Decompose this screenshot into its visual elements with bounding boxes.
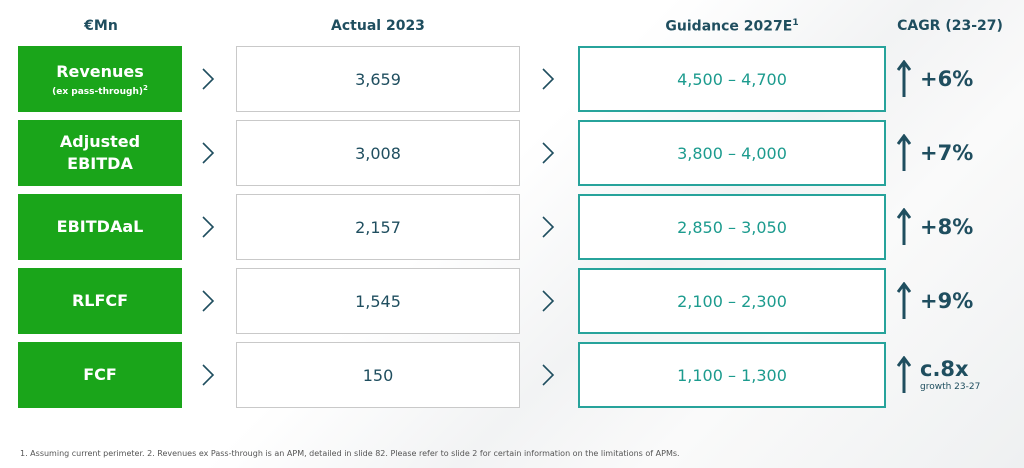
table-row: RLFCF 1,545 2,100 – 2,300 +9% (0, 268, 1024, 334)
chevron-right-icon (202, 142, 215, 164)
guidance-value: 2,100 – 2,300 (578, 268, 886, 334)
header-guidance-2027: Guidance 2027E1 (578, 18, 886, 35)
cagr-cell: +6% (920, 46, 1020, 112)
cagr-cell: +8% (920, 194, 1020, 260)
actual-value: 150 (236, 342, 520, 408)
metric-label-text: RLFCF (71, 291, 129, 310)
chevron-right-icon (202, 290, 215, 312)
table-row: Revenues (ex pass-through)2 3,659 4,500 … (0, 46, 1024, 112)
guidance-value: 4,500 – 4,700 (578, 46, 886, 112)
metric-sublabel-text: (ex pass-through) (52, 86, 143, 97)
guidance-value: 3,800 – 4,000 (578, 120, 886, 186)
arrow-up-icon (897, 356, 911, 393)
actual-value: 3,659 (236, 46, 520, 112)
chevron-right-icon (202, 216, 215, 238)
chevron-right-icon (542, 290, 555, 312)
metric-label: FCF (18, 342, 182, 408)
actual-value: 2,157 (236, 194, 520, 260)
metric-label-text: FCF (83, 365, 117, 384)
footnote: 1. Assuming current perimeter. 2. Revenu… (20, 449, 680, 458)
guidance-value: 1,100 – 1,300 (578, 342, 886, 408)
arrow-up-icon (897, 208, 911, 245)
cagr-note: growth 23-27 (920, 382, 981, 392)
table-row: Adjusted EBITDA 3,008 3,800 – 4,000 +7% (0, 120, 1024, 186)
metric-label-text: Adjusted EBITDA (59, 132, 141, 173)
arrow-up-icon (897, 134, 911, 171)
guidance-value: 2,850 – 3,050 (578, 194, 886, 260)
table-row: FCF 150 1,100 – 1,300 c.8x growth 23-27 (0, 342, 1024, 408)
chevron-right-icon (542, 142, 555, 164)
metric-label: Revenues (ex pass-through)2 (18, 46, 182, 112)
cagr-value: +6% (920, 67, 974, 91)
header-guidance-text: Guidance 2027E (665, 18, 793, 35)
metric-sublabel: (ex pass-through)2 (52, 83, 148, 98)
cagr-value: c.8x (920, 357, 969, 381)
metric-label: EBITDAaL (18, 194, 182, 260)
header-cagr: CAGR (23-27) (897, 18, 1003, 34)
cagr-value: +9% (920, 289, 974, 313)
chevron-right-icon (542, 364, 555, 386)
header-guidance-footnote-mark: 1 (792, 18, 799, 28)
actual-value: 1,545 (236, 268, 520, 334)
chevron-right-icon (202, 68, 215, 90)
cagr-cell: +7% (920, 120, 1020, 186)
header-actual-2023: Actual 2023 (331, 18, 425, 34)
metric-label: Adjusted EBITDA (18, 120, 182, 186)
cagr-cell: +9% (920, 268, 1020, 334)
chevron-right-icon (202, 364, 215, 386)
cagr-cell: c.8x growth 23-27 (920, 342, 1020, 408)
metric-label: RLFCF (18, 268, 182, 334)
cagr-value: +7% (920, 141, 974, 165)
cagr-value: +8% (920, 215, 974, 239)
chevron-right-icon (542, 68, 555, 90)
actual-value: 3,008 (236, 120, 520, 186)
header-metric: €Mn (84, 18, 118, 34)
table-row: EBITDAaL 2,157 2,850 – 3,050 +8% (0, 194, 1024, 260)
arrow-up-icon (897, 60, 911, 97)
metric-label-text: EBITDAaL (56, 217, 144, 236)
metric-label-text: Revenues (56, 61, 144, 81)
arrow-up-icon (897, 282, 911, 319)
chevron-right-icon (542, 216, 555, 238)
sublabel-footnote-mark: 2 (142, 83, 148, 92)
